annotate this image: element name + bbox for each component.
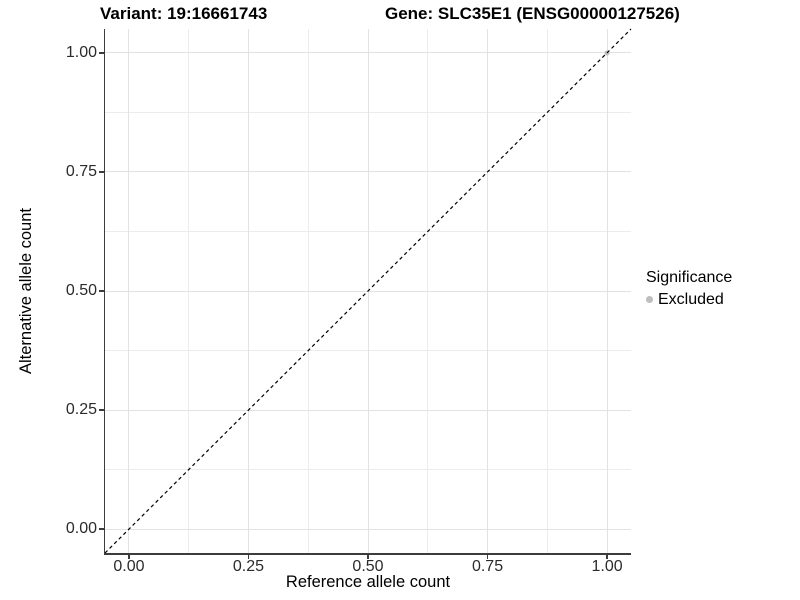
x-axis-title: Reference allele count bbox=[285, 573, 451, 591]
y-tick-mark bbox=[99, 290, 104, 292]
y-tick-label: 0.00 bbox=[65, 520, 97, 538]
y-tick-label: 0.50 bbox=[65, 282, 97, 299]
gene-title: Gene: SLC35E1 (ENSG00000127526) bbox=[385, 4, 680, 23]
y-tick-mark bbox=[99, 409, 104, 411]
y-axis-line bbox=[103, 29, 105, 555]
x-tick-label: 0.25 bbox=[232, 558, 265, 575]
identity-dashed-line bbox=[104, 28, 632, 554]
gridline-major-horizontal bbox=[105, 171, 631, 173]
x-tick-mark bbox=[247, 554, 250, 559]
x-tick-mark bbox=[367, 554, 369, 559]
x-tick-label: 0.00 bbox=[113, 558, 145, 575]
x-tick-mark bbox=[486, 554, 489, 559]
gridline-major-horizontal bbox=[105, 528, 631, 530]
x-tick-mark bbox=[128, 554, 130, 559]
legend-key-circle-icon bbox=[646, 296, 653, 303]
plot-panel: 0.00 0.25 0.50 0.75 1.00 0.00 0.25 0.50 0.75 1.00 bbox=[66, 28, 632, 575]
legend-item-excluded: Excluded bbox=[646, 290, 732, 309]
y-tick-mark bbox=[99, 52, 104, 54]
y-tick-label: 0.25 bbox=[65, 401, 97, 419]
y-tick-mark bbox=[99, 528, 104, 530]
legend-item-label: Excluded bbox=[658, 291, 724, 308]
legend: Significance Excluded bbox=[646, 268, 732, 309]
y-tick-mark bbox=[99, 171, 104, 173]
x-tick-mark bbox=[606, 554, 608, 559]
y-axis-title: Alternative allele count bbox=[17, 208, 35, 375]
x-axis-line bbox=[103, 553, 631, 555]
gridline-major-horizontal bbox=[105, 52, 631, 54]
y-tick-label: 1.00 bbox=[65, 43, 97, 61]
x-tick-label: 0.75 bbox=[471, 558, 504, 575]
gridline-major-horizontal bbox=[105, 409, 631, 411]
x-tick-label: 1.00 bbox=[591, 558, 623, 575]
legend-title: Significance bbox=[646, 269, 733, 286]
x-tick-label: 0.50 bbox=[352, 558, 384, 575]
variant-title: Variant: 19:16661743 bbox=[100, 4, 268, 23]
y-tick-label: 0.75 bbox=[65, 162, 97, 180]
legend-items: Excluded bbox=[646, 290, 732, 309]
